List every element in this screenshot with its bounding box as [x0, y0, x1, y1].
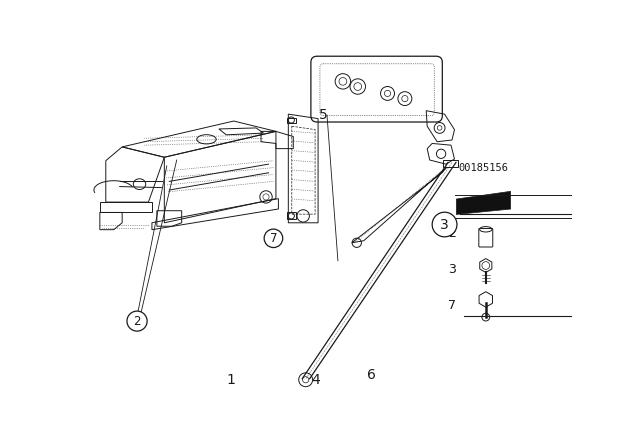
Circle shape: [264, 229, 283, 248]
Polygon shape: [456, 191, 511, 215]
Text: 5: 5: [319, 108, 328, 122]
Text: 00185156: 00185156: [458, 163, 508, 172]
Text: 7: 7: [449, 299, 456, 312]
Text: 2: 2: [133, 314, 141, 327]
Text: 6: 6: [367, 367, 376, 382]
Text: 4: 4: [311, 373, 320, 387]
Text: 7: 7: [269, 232, 277, 245]
Text: 2: 2: [449, 227, 456, 240]
Text: 3: 3: [449, 263, 456, 276]
Circle shape: [432, 212, 457, 237]
Text: 3: 3: [440, 218, 449, 232]
Text: 1: 1: [227, 373, 236, 387]
Circle shape: [127, 311, 147, 331]
